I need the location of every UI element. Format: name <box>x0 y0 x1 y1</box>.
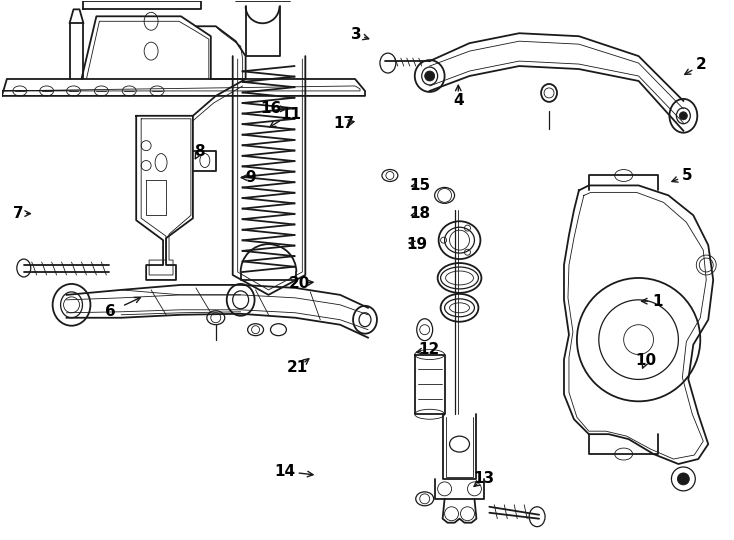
Text: 11: 11 <box>280 107 301 122</box>
Text: 13: 13 <box>473 471 495 486</box>
Text: 14: 14 <box>275 464 296 479</box>
Text: 3: 3 <box>351 27 361 42</box>
Text: 7: 7 <box>12 206 23 221</box>
Circle shape <box>425 71 435 81</box>
Text: 5: 5 <box>682 168 692 184</box>
Text: 2: 2 <box>696 57 707 72</box>
Text: 17: 17 <box>333 117 355 131</box>
Circle shape <box>680 112 687 120</box>
Text: 1: 1 <box>653 294 663 309</box>
Text: 12: 12 <box>418 342 440 357</box>
Text: 19: 19 <box>406 237 427 252</box>
Text: 4: 4 <box>453 93 464 109</box>
Text: 16: 16 <box>260 102 281 116</box>
Text: 15: 15 <box>409 178 430 193</box>
Text: 9: 9 <box>245 170 255 185</box>
Text: 20: 20 <box>289 276 310 291</box>
Text: 10: 10 <box>636 353 656 368</box>
Text: 8: 8 <box>194 144 204 159</box>
Text: 18: 18 <box>409 206 430 221</box>
Circle shape <box>677 473 689 485</box>
Text: 6: 6 <box>104 305 115 319</box>
Text: 21: 21 <box>287 360 308 375</box>
